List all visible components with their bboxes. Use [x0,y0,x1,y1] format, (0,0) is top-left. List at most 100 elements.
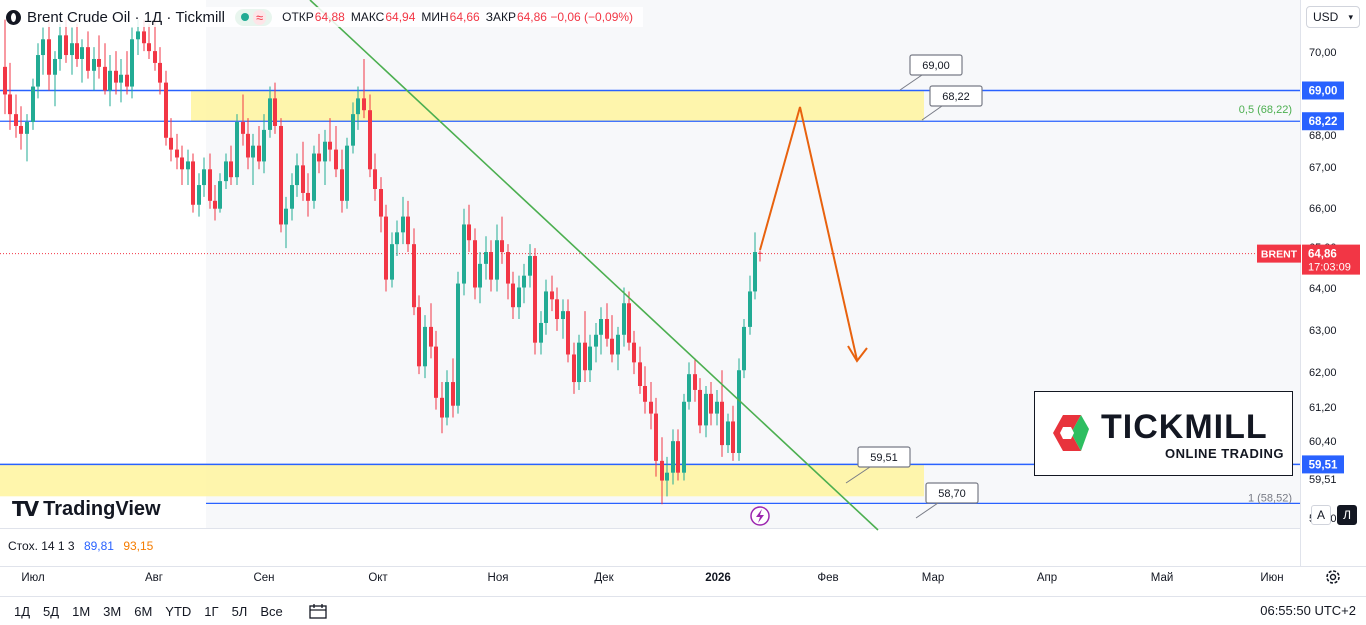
legend-header[interactable]: Brent Crude Oil · 1Д · Tickmill ≈ ОТКР 6… [6,7,644,27]
candle[interactable] [610,315,614,363]
timeframe-2[interactable]: 1М [72,603,91,619]
candle[interactable] [577,334,581,390]
candle[interactable] [75,23,79,67]
candle[interactable] [246,118,250,170]
candle[interactable] [726,413,730,453]
candle[interactable] [566,299,570,363]
candle[interactable] [262,114,266,174]
candle[interactable] [290,173,294,221]
candle[interactable] [550,275,554,312]
candle[interactable] [86,31,90,79]
timeframe-1[interactable]: 5Д [43,603,60,619]
candle[interactable] [758,250,762,262]
candle[interactable] [362,58,366,119]
clock-timezone[interactable]: 06:55:50 UTC+2 [1260,603,1356,618]
candle[interactable] [224,153,228,189]
candle[interactable] [47,19,51,91]
candle[interactable] [412,228,416,316]
candle[interactable] [682,393,686,481]
candle[interactable] [665,456,669,497]
candle[interactable] [715,389,719,426]
symbol-title[interactable]: Brent Crude Oil · 1Д · Tickmill [27,8,225,26]
candle[interactable] [340,149,344,213]
candle[interactable] [528,244,532,288]
stochastic-legend[interactable]: Стох. 14 1 3 89,81 93,15 [8,539,153,553]
candle[interactable] [368,94,372,178]
candle[interactable] [164,70,168,146]
candle[interactable] [423,315,427,379]
candle[interactable] [627,291,631,351]
candle[interactable] [390,232,394,288]
candle[interactable] [384,204,388,292]
candle[interactable] [572,342,576,394]
candle[interactable] [473,228,477,300]
candle[interactable] [495,224,499,292]
currency-selector[interactable]: USD ▾ [1306,6,1360,28]
candle[interactable] [241,94,245,146]
callout-59-51[interactable]: 59,51 [845,446,911,484]
candle[interactable] [119,58,123,103]
candle[interactable] [401,196,405,245]
candle[interactable] [649,382,653,430]
candle[interactable] [555,287,559,331]
candle[interactable] [125,51,129,95]
auto-scale-button[interactable]: Л [1337,505,1357,525]
candle[interactable] [698,378,702,434]
candle[interactable] [213,185,217,221]
candle[interactable] [533,248,537,355]
candle[interactable] [429,303,433,359]
candle[interactable] [279,118,283,233]
candle[interactable] [417,295,421,375]
candle[interactable] [467,204,471,253]
candle[interactable] [500,216,504,264]
candle[interactable] [334,125,338,178]
callout-58-70[interactable]: 58,70 [915,482,979,519]
candle[interactable] [53,51,57,107]
candle[interactable] [440,382,444,434]
candle[interactable] [517,275,521,320]
candle[interactable] [351,102,355,154]
candle[interactable] [522,263,526,304]
market-status-pill[interactable]: ≈ [234,8,273,26]
candle[interactable] [97,35,101,79]
candle[interactable] [660,437,664,505]
candle[interactable] [693,358,697,402]
candle[interactable] [462,208,466,296]
candle[interactable] [323,129,327,186]
candle[interactable] [251,133,255,186]
candle[interactable] [395,220,399,256]
candle[interactable] [451,358,455,418]
candle[interactable] [379,177,383,233]
candle[interactable] [31,78,35,130]
timeframe-0[interactable]: 1Д [14,603,31,619]
candle[interactable] [58,23,62,71]
candle[interactable] [704,386,708,438]
candle[interactable] [317,133,321,174]
price-badge-69[interactable]: 69,00 [1302,81,1344,100]
candle[interactable] [301,141,305,201]
price-badge-59-51[interactable]: 59,51 [1302,455,1344,474]
candle[interactable] [3,19,7,115]
candle[interactable] [737,358,741,461]
candle[interactable] [130,27,134,99]
candle[interactable] [25,114,29,162]
candle[interactable] [147,23,151,59]
candle[interactable] [748,275,752,335]
candle[interactable] [599,307,603,355]
timeframe-4[interactable]: 6М [134,603,153,619]
candle[interactable] [153,19,157,71]
candle[interactable] [191,153,195,213]
candle[interactable] [295,153,299,197]
candle[interactable] [8,62,12,130]
candle[interactable] [169,118,173,162]
candle[interactable] [638,346,642,394]
candle[interactable] [328,118,332,162]
candle[interactable] [180,145,184,186]
candle[interactable] [197,173,201,217]
candle[interactable] [643,366,647,414]
support-zone[interactable] [0,464,924,497]
candle[interactable] [687,362,691,410]
candle[interactable] [511,271,515,320]
candle[interactable] [616,326,620,371]
